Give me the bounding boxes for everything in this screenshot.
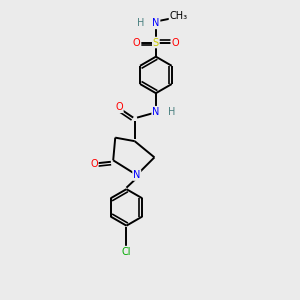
Text: H: H xyxy=(137,18,145,28)
Text: O: O xyxy=(115,102,123,112)
Text: N: N xyxy=(152,107,160,117)
Text: CH₃: CH₃ xyxy=(169,11,188,21)
Text: H: H xyxy=(167,107,175,117)
Text: O: O xyxy=(171,38,179,47)
Text: N: N xyxy=(133,170,140,180)
Text: Cl: Cl xyxy=(122,247,131,256)
Text: O: O xyxy=(90,159,98,169)
Text: O: O xyxy=(133,38,141,47)
Text: N: N xyxy=(152,18,160,28)
Text: S: S xyxy=(153,38,159,47)
